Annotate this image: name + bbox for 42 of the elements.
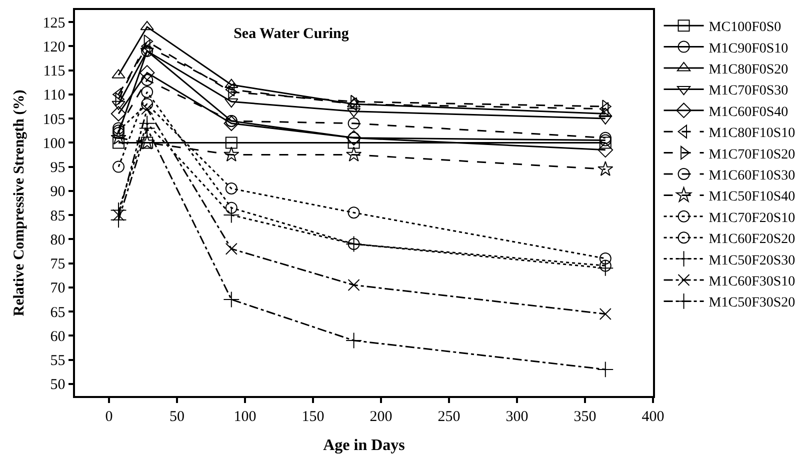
y-tick-label: 120	[42, 39, 66, 56]
y-tick-label: 55	[50, 353, 66, 370]
y-tick-label: 105	[42, 112, 66, 128]
legend-label: M1C50F30S20	[708, 296, 796, 311]
legend-label: M1C70F20S10	[708, 210, 796, 226]
legend-label: M1C80F0S20	[708, 62, 788, 78]
y-tick-label: 75	[50, 256, 66, 273]
x-tick-label: 100	[234, 408, 256, 425]
legend-label: M1C70F0S30	[708, 84, 788, 99]
y-tick-label: 85	[50, 208, 66, 224]
x-tick-label: 200	[370, 408, 392, 425]
legend-label: M1C60F10S30	[708, 168, 796, 184]
y-tick-label: 80	[50, 232, 66, 248]
y-tick-label: 125	[42, 15, 66, 32]
y-tick-label: 110	[43, 88, 66, 104]
y-tick-label: 70	[50, 280, 66, 297]
y-tick-label: 65	[50, 304, 66, 321]
y-tick-label: 50	[50, 377, 66, 394]
y-tick-label: 95	[50, 160, 66, 176]
y-axis-title: Relative Compressive Strength (%)	[12, 90, 28, 316]
x-tick-label: 0	[105, 408, 113, 425]
x-tick-label: 150	[302, 408, 324, 425]
legend-label: M1C70F10S20	[708, 147, 796, 162]
y-tick-label: 90	[50, 184, 66, 200]
x-tick-label: 400	[642, 408, 664, 425]
legend-label: M1C80F10S10	[708, 126, 796, 142]
legend-label: M1C90F0S10	[708, 41, 788, 56]
x-tick-label: 250	[438, 408, 460, 425]
x-axis-title: Age in Days	[323, 436, 405, 454]
legend-label: MC100F0S0	[708, 20, 782, 36]
legend-label: M1C60F0S40	[708, 104, 788, 120]
y-tick-label: 115	[43, 64, 66, 80]
x-tick-label: 50	[170, 408, 184, 425]
y-tick-label: 60	[50, 328, 66, 345]
x-tick-label: 300	[506, 408, 528, 425]
legend-label: M1C50F20S30	[708, 253, 796, 268]
y-tick-label: 100	[42, 136, 66, 152]
x-tick-label: 350	[574, 408, 596, 425]
legend-label: M1C50F10S40	[708, 190, 796, 205]
legend-label: M1C60F30S10	[708, 274, 796, 290]
text: Sea Water Curing	[234, 26, 350, 42]
legend-label: M1C60F20S20	[708, 232, 796, 248]
